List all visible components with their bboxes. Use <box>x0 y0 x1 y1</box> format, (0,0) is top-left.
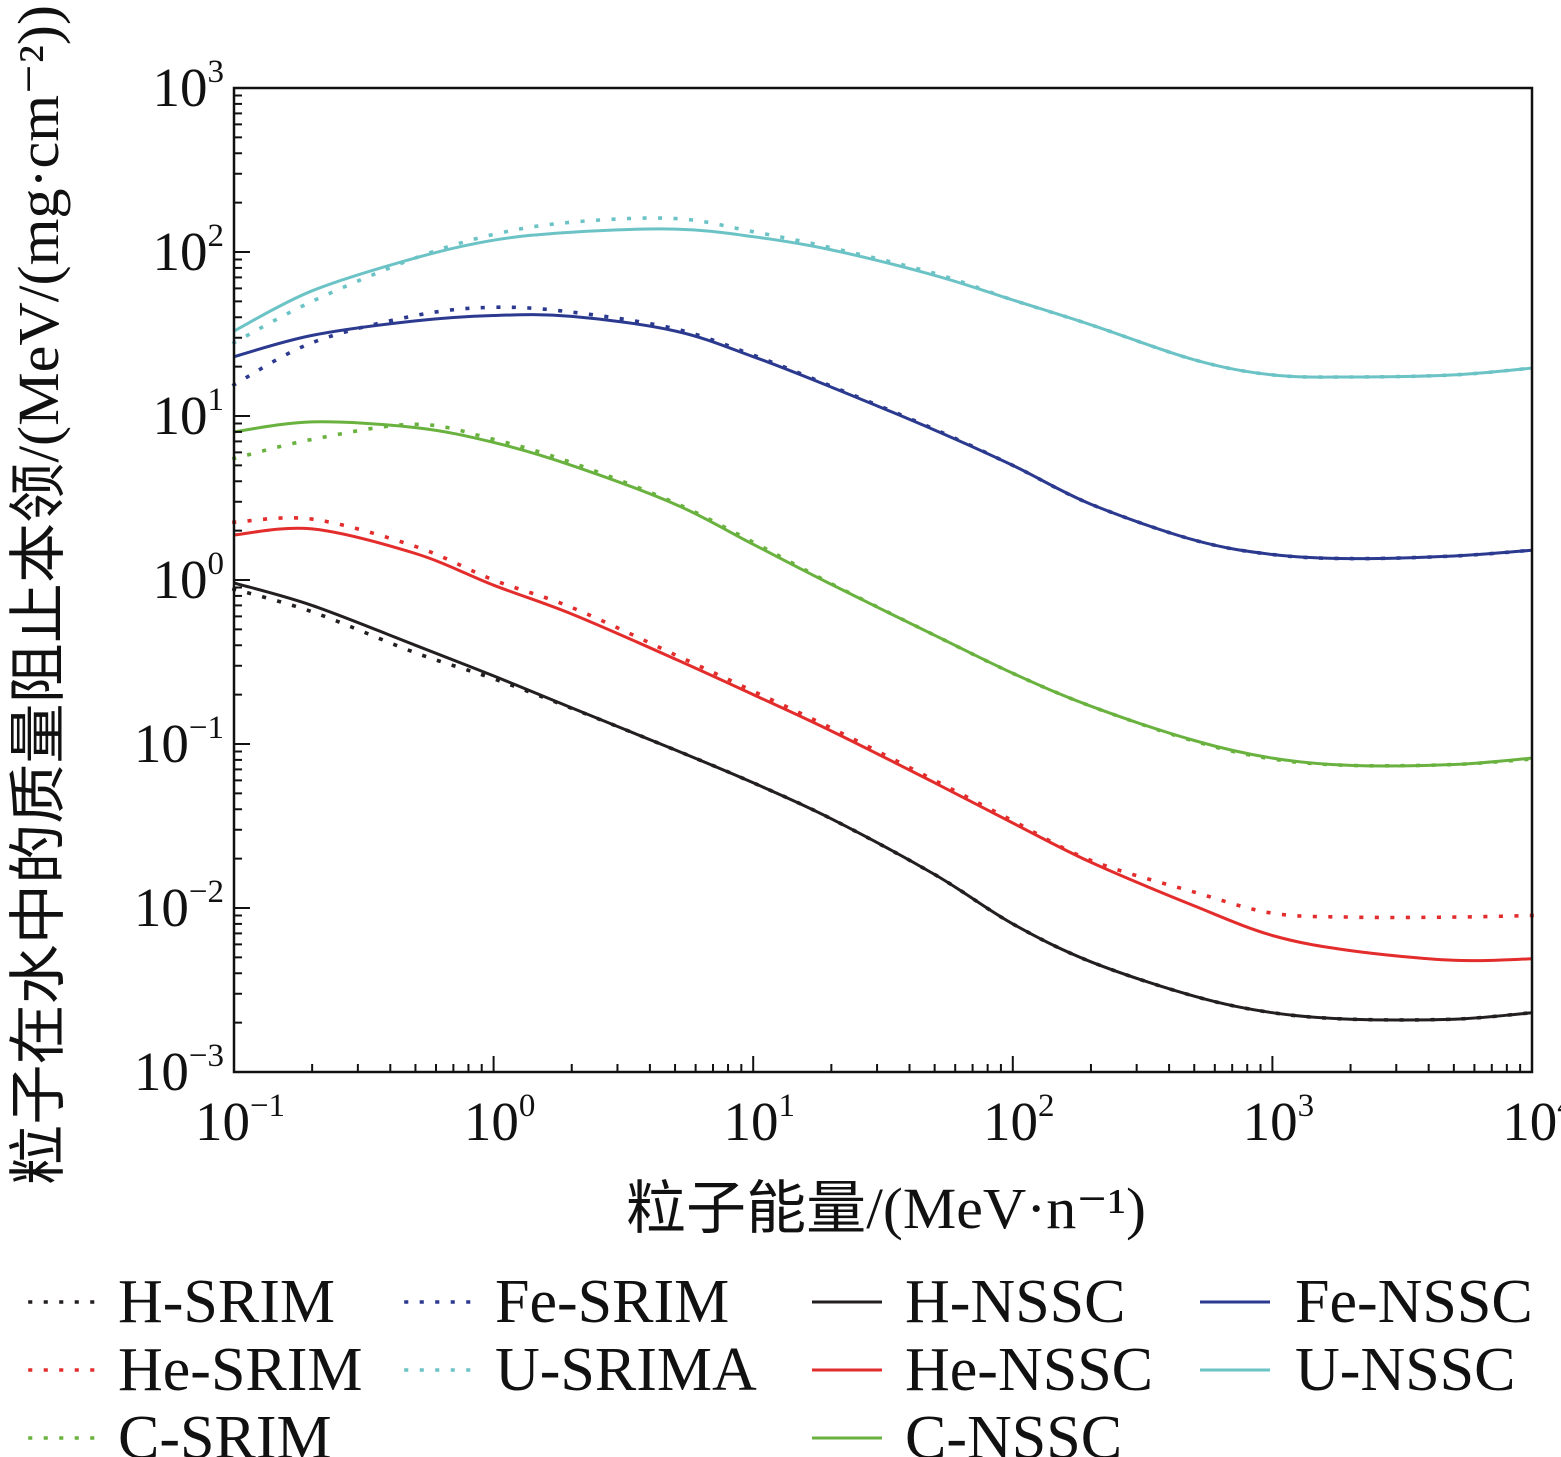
legend-label: U-SRIMA <box>495 1336 757 1404</box>
legend-item-c-srim: C-SRIM <box>28 1404 332 1457</box>
y-tick-label: 102 <box>153 218 225 282</box>
y-tick-base: 10 <box>134 877 189 938</box>
legend-label: He-NSSC <box>905 1336 1153 1404</box>
x-tick-base: 10 <box>723 1091 778 1152</box>
x-tick-exponent: 2 <box>1038 1088 1055 1124</box>
legend-item-he-srim: He-SRIM <box>28 1336 363 1404</box>
x-tick-base: 10 <box>1502 1091 1557 1152</box>
y-tick-label: 10−2 <box>134 874 224 938</box>
x-tick-label: 104 <box>1502 1088 1561 1152</box>
x-tick-label: 10−1 <box>195 1088 285 1152</box>
x-tick-exponent: 1 <box>778 1088 795 1124</box>
legend-item-c-nssc: C-NSSC <box>812 1404 1122 1457</box>
legend-item-he-nssc: He-NSSC <box>812 1336 1153 1404</box>
axis-ticks <box>233 94 1522 1073</box>
y-tick-base: 10 <box>153 549 208 610</box>
x-tick-exponent: 4 <box>1557 1088 1561 1124</box>
legend-label: C-NSSC <box>905 1404 1122 1457</box>
y-tick-exponent: 1 <box>208 382 225 418</box>
series-line-c-nssc <box>233 420 1533 768</box>
series-line-h-nssc <box>233 581 1533 1022</box>
y-tick-label: 100 <box>153 546 225 610</box>
x-axis-title: 粒子能量/(MeV·n⁻¹) <box>626 1176 1146 1241</box>
legend-item-h-nssc: H-NSSC <box>812 1268 1126 1336</box>
x-tick-base: 10 <box>1243 1091 1298 1152</box>
y-tick-base: 10 <box>153 221 208 282</box>
y-tick-exponent: 0 <box>208 546 225 582</box>
series-line-u-srima <box>231 216 1534 379</box>
legend-item-u-nssc: U-NSSC <box>1200 1336 1516 1404</box>
series-line-fe-srim <box>231 305 1534 561</box>
y-tick-label: 10−1 <box>134 710 224 774</box>
x-tick-label: 103 <box>1243 1088 1315 1152</box>
legend-label: U-NSSC <box>1295 1336 1516 1404</box>
legend-item-h-srim: H-SRIM <box>28 1268 335 1336</box>
x-tick-label: 102 <box>983 1088 1055 1152</box>
legend-item-fe-nssc: Fe-NSSC <box>1200 1268 1533 1336</box>
y-axis-title: 粒子在水中的质量阻止本领/(MeV/(mg·cm⁻²)) <box>6 5 71 1185</box>
axis-tick-labels: 10−110010110210310410−310−210−1100101102… <box>134 54 1561 1152</box>
x-tick-exponent: 0 <box>519 1088 536 1124</box>
y-tick-base: 10 <box>134 713 189 774</box>
series-line-u-nssc <box>233 227 1533 379</box>
y-tick-label: 10−3 <box>134 1038 224 1102</box>
series-layer <box>231 216 1534 1022</box>
y-tick-exponent: −2 <box>189 874 224 910</box>
legend-label: He-SRIM <box>118 1336 363 1404</box>
series-line-he-nssc <box>233 526 1533 963</box>
y-tick-base: 10 <box>134 1041 189 1102</box>
legend-label: C-SRIM <box>118 1404 332 1457</box>
y-tick-exponent: −3 <box>189 1038 224 1074</box>
x-tick-exponent: −1 <box>250 1088 285 1124</box>
x-tick-label: 100 <box>464 1088 535 1152</box>
x-tick-base: 10 <box>983 1091 1038 1152</box>
y-tick-base: 10 <box>153 385 208 446</box>
y-tick-exponent: 2 <box>208 218 225 254</box>
legend-item-fe-srim: Fe-SRIM <box>404 1268 729 1336</box>
x-tick-base: 10 <box>464 1091 519 1152</box>
y-tick-label: 103 <box>153 54 225 118</box>
y-tick-exponent: 3 <box>208 54 225 90</box>
x-tick-label: 101 <box>723 1088 795 1152</box>
plot-frame <box>232 86 1534 1074</box>
x-tick-base: 10 <box>195 1091 250 1152</box>
series-line-he-srim <box>232 516 1534 920</box>
legend-label: Fe-SRIM <box>495 1268 729 1336</box>
series-line-h-srim <box>231 586 1534 1022</box>
y-tick-exponent: −1 <box>189 710 224 746</box>
legend-item-u-srima: U-SRIMA <box>404 1336 757 1404</box>
legend-label: Fe-NSSC <box>1295 1268 1533 1336</box>
legend-label: H-NSSC <box>905 1268 1126 1336</box>
y-tick-base: 10 <box>153 57 208 118</box>
x-tick-exponent: 3 <box>1298 1088 1315 1124</box>
series-line-c-srim <box>231 422 1534 768</box>
series-line-fe-nssc <box>233 313 1533 561</box>
y-tick-label: 101 <box>153 382 225 446</box>
legend-label: H-SRIM <box>118 1268 335 1336</box>
